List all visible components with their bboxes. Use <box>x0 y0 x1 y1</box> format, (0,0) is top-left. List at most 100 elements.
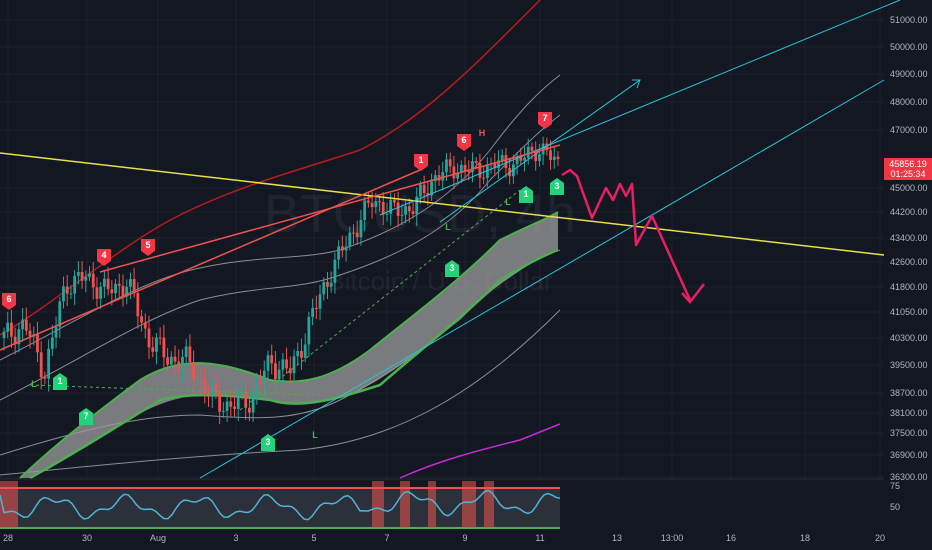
candle-body <box>58 301 62 327</box>
candle-body <box>169 356 173 365</box>
ribbon-upper <box>19 211 559 479</box>
y-tick-label: 47000.00 <box>890 125 928 135</box>
y-tick-label: 40300.00 <box>890 333 928 343</box>
time-axis[interactable]: 28 30 Aug 3 5 7 9 11 13 13:00 16 18 20 <box>3 533 885 543</box>
candle-body <box>270 355 274 364</box>
y-tick-label: 49000.00 <box>890 69 928 79</box>
candle-body <box>192 362 196 381</box>
y-tick-label: 38100.00 <box>890 408 928 418</box>
channel-line-upper <box>379 0 901 216</box>
candle-body <box>266 355 270 371</box>
x-tick-label: 16 <box>726 533 736 543</box>
candle-body <box>117 283 121 286</box>
signal-number: 1 <box>418 155 423 165</box>
countdown-label: 01:25:34 <box>890 169 925 179</box>
x-tick-label: 20 <box>875 533 885 543</box>
sell-signal-label: 6 <box>2 293 16 310</box>
candle-body <box>359 219 363 238</box>
candle-body <box>333 259 337 283</box>
y-tick-label: 37500.00 <box>890 428 928 438</box>
candle-body <box>393 199 396 203</box>
sell-signal-label: 5 <box>141 239 155 256</box>
candle-body <box>378 201 381 203</box>
candle-body <box>519 156 523 161</box>
candle-body <box>314 308 318 310</box>
candle-body <box>504 155 508 169</box>
signal-number: 7 <box>83 411 88 421</box>
candle-body <box>526 146 530 158</box>
candle-body <box>73 275 77 294</box>
candle-body <box>348 232 352 247</box>
x-tick-label: 28 <box>3 533 13 543</box>
swing-letter: L <box>505 197 511 207</box>
channel-arrow-head <box>632 79 641 89</box>
candle-body <box>76 271 80 276</box>
buy-signal-label: 3 <box>261 434 275 451</box>
drawings <box>0 0 901 479</box>
signal-number: 6 <box>6 294 11 304</box>
candle-body <box>448 159 452 167</box>
candle-body <box>151 347 155 352</box>
x-tick-label: Aug <box>150 533 166 543</box>
candle-body <box>381 202 385 215</box>
candle-body <box>274 363 277 380</box>
candle-body <box>430 181 433 196</box>
candle-body <box>136 293 140 317</box>
projection-path <box>561 168 692 301</box>
price-axis[interactable]: 51000.00 50000.00 49000.00 48000.00 47000.00… <box>890 15 928 482</box>
candle-body <box>21 319 24 330</box>
candle-body <box>69 293 73 295</box>
candle-body <box>300 350 303 358</box>
candle-body <box>88 273 91 277</box>
red-trend-line-1 <box>0 169 421 351</box>
x-tick-label: 30 <box>82 533 92 543</box>
projection-arrow-head <box>681 283 705 304</box>
sell-signal-label: 4 <box>97 249 111 266</box>
signal-number: 1 <box>57 376 62 386</box>
signal-number: 3 <box>265 437 270 447</box>
candle-body <box>419 184 422 197</box>
y-tick-label: 36300.00 <box>890 472 928 482</box>
x-tick-label: 7 <box>384 533 389 543</box>
candle-body <box>39 352 43 378</box>
x-tick-label: 18 <box>800 533 810 543</box>
y-tick-label: 43400.00 <box>890 233 928 243</box>
candle-body <box>210 384 214 397</box>
candle-body <box>47 348 51 379</box>
candle-body <box>203 380 207 396</box>
candle-body <box>2 331 6 338</box>
candle-body <box>166 357 169 365</box>
oscillator-tick-label: 75 <box>890 481 900 491</box>
candle-body <box>329 282 333 287</box>
candle-body <box>326 282 329 287</box>
dashed-support-2 <box>239 189 521 411</box>
candle-body <box>95 287 99 299</box>
candle-body <box>370 202 374 208</box>
buy-signal-label: 3 <box>550 178 564 195</box>
candles <box>2 136 560 425</box>
candle-body <box>181 357 184 370</box>
candle-body <box>24 319 28 331</box>
candle-body <box>415 196 419 215</box>
y-tick-label: 51000.00 <box>890 15 928 25</box>
y-tick-label: 45000.00 <box>890 183 928 193</box>
candle-body <box>352 232 355 234</box>
signal-number: 3 <box>449 263 454 273</box>
candle-body <box>80 271 84 281</box>
y-tick-label: 42600.00 <box>890 257 928 267</box>
ribbon-lower <box>29 248 559 480</box>
candle-body <box>155 337 158 352</box>
candle-body <box>6 322 10 332</box>
candle-body <box>143 322 147 329</box>
candle-body <box>221 410 225 412</box>
candle-body <box>515 156 519 165</box>
candle-body <box>99 286 103 299</box>
candle-body <box>534 150 538 162</box>
candle-body <box>125 286 129 297</box>
candle-body <box>400 214 404 216</box>
x-tick-label: 11 <box>535 533 544 543</box>
candle-body <box>247 407 251 413</box>
candle-body <box>303 344 307 358</box>
candle-body <box>13 336 17 345</box>
